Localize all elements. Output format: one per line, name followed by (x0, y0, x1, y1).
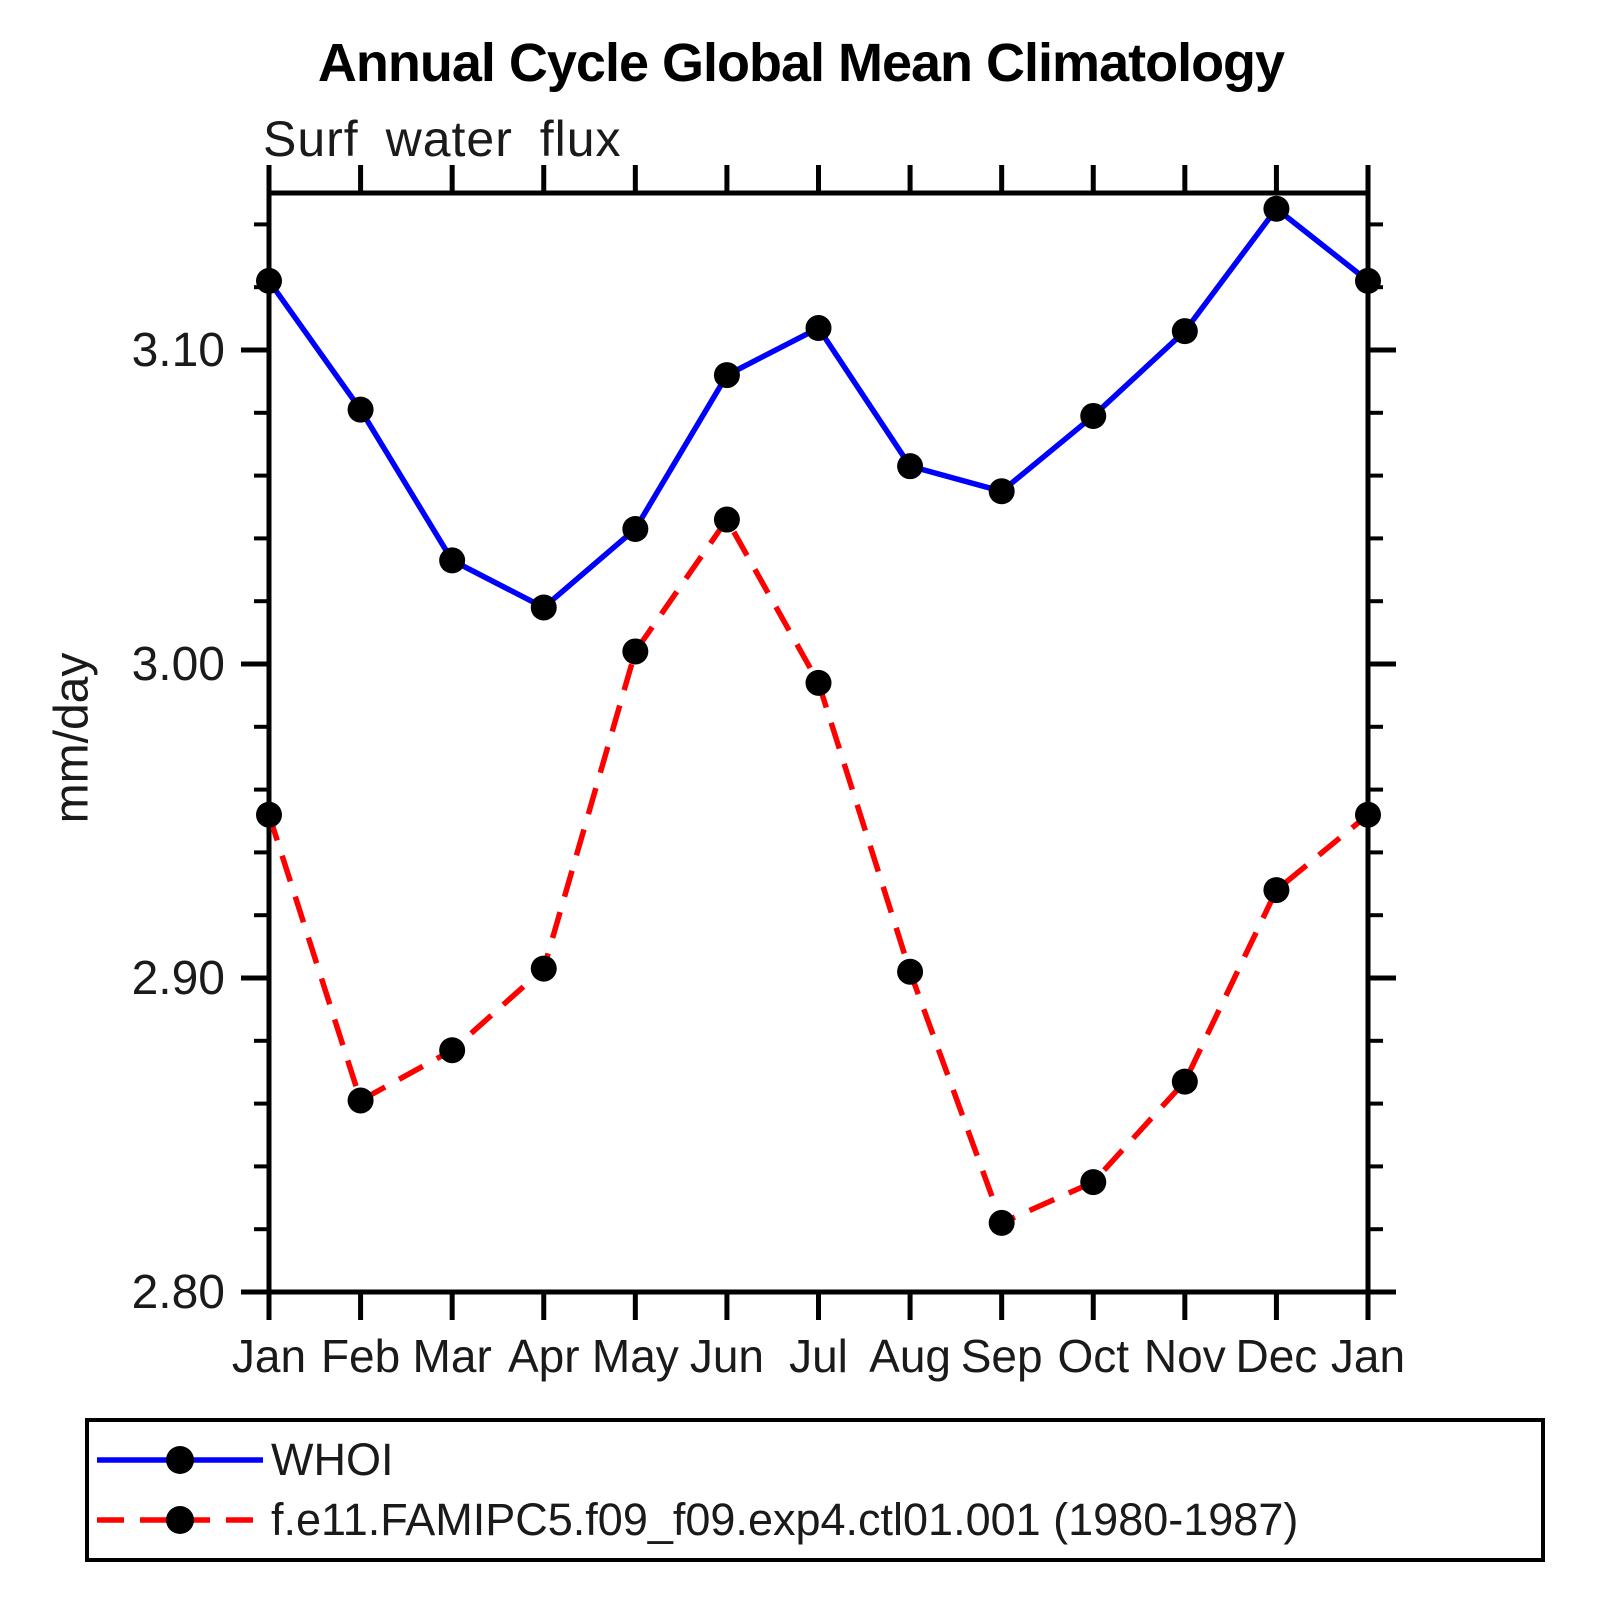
x-tick-label: Mar (413, 1330, 492, 1382)
chart-subtitle: Surf water flux (263, 111, 622, 167)
data-point-marker (530, 955, 557, 982)
data-point-marker (256, 267, 282, 294)
data-point-marker (988, 1209, 1015, 1236)
x-tick-label: Aug (869, 1330, 951, 1382)
legend-swatch-solid (97, 1446, 263, 1474)
data-point-marker (713, 506, 740, 533)
x-tick-label: Nov (1144, 1330, 1226, 1382)
data-point-marker (1263, 195, 1290, 222)
x-tick-label: Oct (1057, 1330, 1129, 1382)
data-point-marker (1355, 801, 1381, 828)
x-tick-label: Dec (1236, 1330, 1318, 1382)
data-point-marker (897, 453, 924, 480)
plot-frame (266, 190, 1371, 1295)
data-point-marker (1263, 877, 1290, 904)
data-point-marker (622, 638, 649, 665)
data-point-marker (347, 396, 374, 423)
data-point-marker (988, 478, 1015, 505)
data-point-marker (1171, 318, 1198, 345)
data-point-marker (439, 1037, 466, 1064)
data-point-marker (1080, 1169, 1107, 1196)
y-tick-label: 3.10 (132, 324, 225, 377)
data-point-marker (622, 515, 649, 542)
y-tick-label: 2.90 (132, 952, 225, 1005)
data-point-marker (805, 315, 832, 342)
x-tick-label: Sep (961, 1330, 1043, 1382)
series-line-solid (266, 204, 1370, 611)
chart-title: Annual Cycle Global Mean Climatology (317, 33, 1285, 93)
series-line-dashed (266, 514, 1370, 1227)
x-tick-label: Jun (690, 1330, 764, 1382)
legend-swatch-dashed (97, 1506, 263, 1534)
y-tick-label: 3.00 (132, 638, 225, 691)
legend-label-model: f.e11.FAMIPC5.f09_f09.exp4.ctl01.001 (19… (271, 1494, 1299, 1545)
data-point-marker (347, 1087, 374, 1114)
legend: WHOI f.e11.FAMIPC5.f09_f09.exp4.ctl01.00… (85, 1418, 1545, 1562)
y-tick-label: 2.80 (132, 1266, 225, 1319)
data-point-marker (1171, 1068, 1198, 1095)
data-point-marker (439, 547, 466, 574)
data-point-marker (713, 362, 740, 389)
data-point-marker (805, 669, 832, 696)
x-tick-label: May (592, 1330, 679, 1382)
legend-entry-model: f.e11.FAMIPC5.f09_f09.exp4.ctl01.001 (19… (95, 1494, 1541, 1546)
x-tick-label: Jul (789, 1330, 848, 1382)
x-tick-label: Apr (508, 1330, 580, 1382)
x-tick-label: Feb (321, 1330, 400, 1382)
legend-entry-whoi: WHOI (95, 1434, 1541, 1486)
legend-marker-dot (166, 1506, 194, 1534)
data-point-marker (1355, 267, 1381, 294)
legend-marker-dot (166, 1446, 194, 1474)
data-point-marker (1080, 402, 1107, 429)
x-tick-label: Jan (1331, 1330, 1405, 1382)
data-point-marker (897, 958, 924, 985)
data-point-marker (256, 801, 282, 828)
data-point-marker (530, 594, 557, 621)
legend-label-whoi: WHOI (271, 1434, 394, 1485)
x-tick-label: Jan (232, 1330, 306, 1382)
